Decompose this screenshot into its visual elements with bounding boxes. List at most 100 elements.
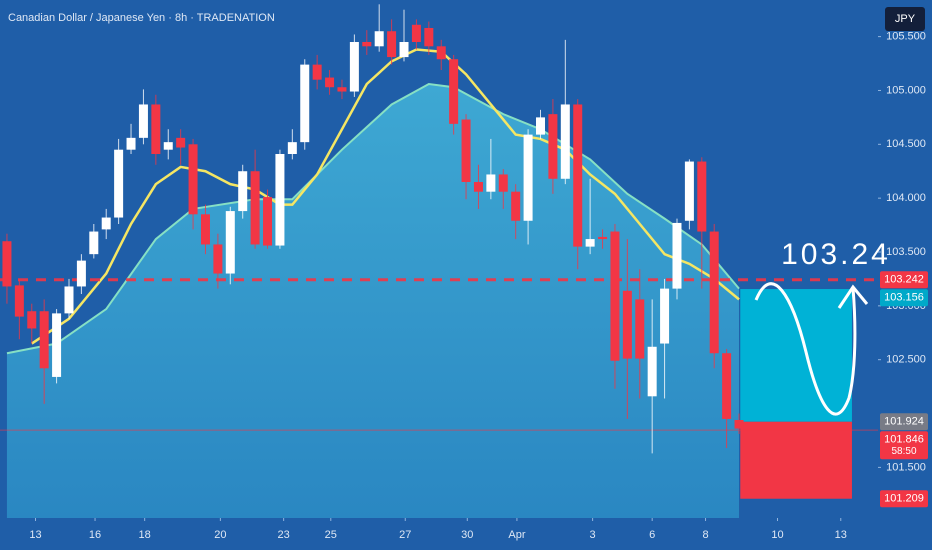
candle-body [511,191,521,221]
x-tick-label: 3 [590,529,596,541]
x-tick-label: 13 [29,529,41,541]
currency-label[interactable]: JPY [895,13,916,25]
candle-body [101,217,111,230]
y-tick-label: 104.500 [886,138,926,150]
candle-body [548,114,558,179]
projection-arrowhead [837,284,869,309]
candle-body [126,137,136,150]
x-tick-label: 8 [702,529,708,541]
candle-body [598,236,608,240]
candle-body [2,241,12,287]
x-tick-label: 30 [461,529,473,541]
candle-body [486,174,496,192]
area [6,84,740,518]
price-label-box [880,431,928,460]
candle-body [151,104,161,154]
candle-body [672,222,682,289]
price-label-box [880,271,928,289]
x-tick-label: 20 [214,529,226,541]
candle-body [250,171,260,245]
candle-body [560,104,570,179]
candle-body [635,299,645,359]
price-label-box [880,490,928,508]
y-tick-label: 103.500 [886,246,926,258]
candle-body [461,119,471,182]
price-label-box [880,413,928,431]
candle-body [275,154,285,246]
x-tick-label: 16 [89,529,101,541]
candle-body [523,134,533,221]
y-tick-label: 104.000 [886,192,926,204]
price-label: 101.209 [884,493,924,505]
candle-body [312,64,322,80]
price-label-box [880,289,928,307]
x-tick-label: 6 [649,529,655,541]
candle-body [411,24,421,42]
trade-zone [740,289,852,422]
candle-body [300,64,310,143]
candle-body [424,28,434,47]
candle-body [436,46,446,60]
x-tick-label: 18 [139,529,151,541]
candle-body [610,231,620,361]
candle-body [287,142,297,154]
candle-body [263,197,273,246]
candle-body [349,42,359,92]
currency-button[interactable] [885,7,925,31]
candle-body [722,353,732,419]
candle-body [89,231,99,255]
candle-body [138,104,148,138]
candle-body [498,174,508,192]
candle-body [39,311,49,369]
price-label: 101.846 [884,434,924,446]
chart-title: Canadian Dollar / Japanese Yen · 8h · TR… [8,12,275,24]
candle-body [622,290,632,359]
candle-body [535,117,545,135]
candle-body [238,171,248,212]
trade-zone [740,421,852,499]
candle-body [473,182,483,192]
candle-body [325,77,335,88]
candle-body [337,87,347,92]
candle-body [387,31,397,58]
x-tick-label: 10 [771,529,783,541]
candle-body [76,260,86,287]
price-label: 103.242 [884,274,924,286]
x-tick-label: 13 [835,529,847,541]
candle-body [27,311,37,329]
x-tick-label: 25 [325,529,337,541]
candle-body [114,149,124,218]
price-label: 103.156 [884,292,924,304]
x-tick-label: 23 [278,529,290,541]
candle-body [585,239,595,247]
candle-body [449,59,459,124]
candle-body [213,244,223,274]
candle-body [573,104,583,247]
candle-body [225,211,235,274]
candle-body [697,161,707,232]
candle-body [200,214,210,245]
candle-body [684,161,694,221]
projection-curve [754,282,857,416]
candle-body [64,286,74,314]
candle-body [163,142,173,150]
countdown-label: 58:50 [891,446,916,457]
y-tick-label: 101.500 [886,461,926,473]
y-tick-label: 105.500 [886,31,926,43]
area-line [6,82,740,355]
candle-body [52,313,62,377]
candle-body [709,231,719,354]
candle-body [734,420,744,429]
candle-body [647,346,657,397]
y-tick-label: 105.000 [886,84,926,96]
y-tick-label: 102.500 [886,354,926,366]
price-label: 101.924 [884,416,924,428]
candle-body [374,31,384,47]
candle-body [176,137,186,148]
candle-body [14,285,24,317]
candle-body [399,42,409,58]
candle-body [660,288,670,344]
x-tick-label: Apr [508,529,525,541]
candle-body [188,144,198,215]
